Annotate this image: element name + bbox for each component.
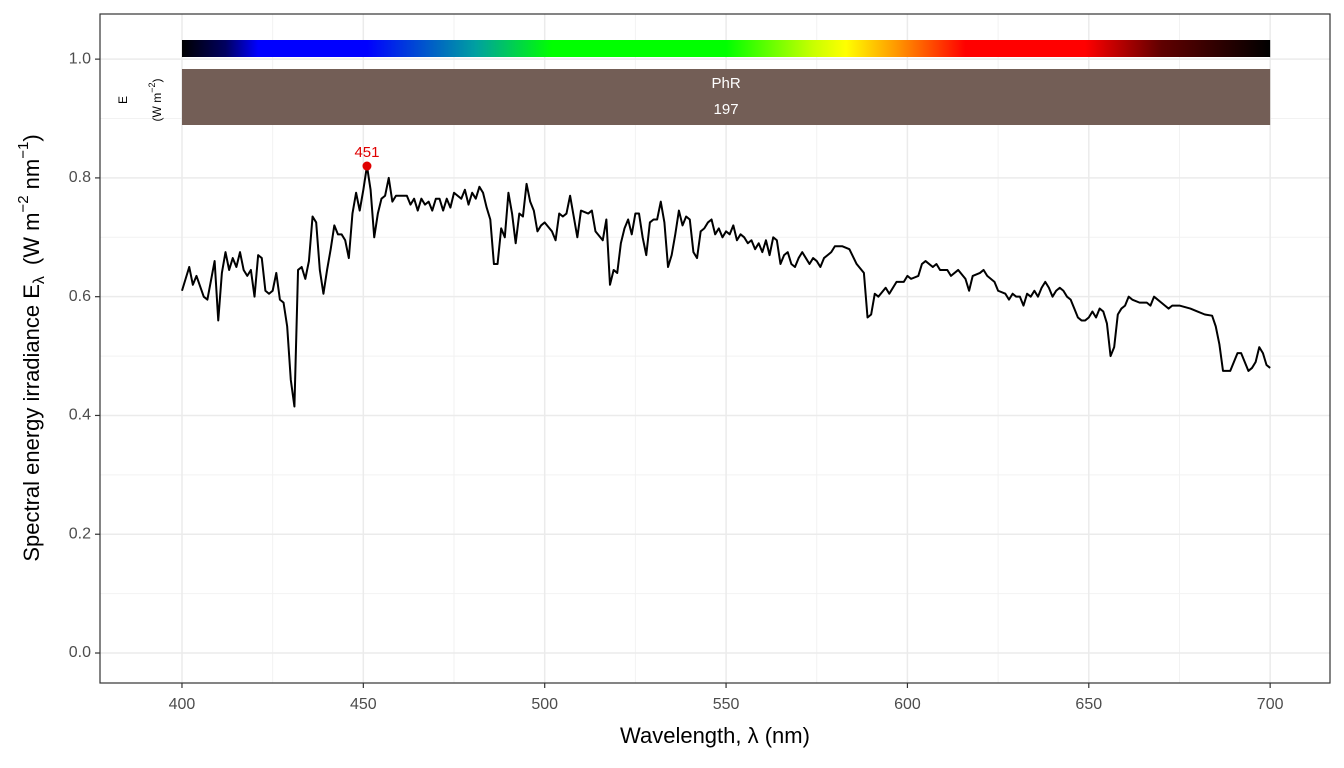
x-tick-label: 450 [350,696,377,713]
peak-point [362,161,372,171]
y-axis-title: Spectral energy irradiance Eλ (W m−2 nm−… [15,134,48,561]
band-unit-part: ) [150,79,164,83]
y-tick-label: 0.6 [69,288,91,305]
x-tick-label: 550 [713,696,740,713]
y-title-gap [19,265,44,276]
band-quantity: E [116,96,130,104]
axes: 400 450 500 550 600 650 700 0.0 0.2 0.4 0.6 0.8 1.0 [69,50,1284,713]
y-title-unit: (W m [19,213,44,266]
x-tick-label: 500 [531,696,558,713]
spectrum-line [181,165,1271,408]
x-axis-title: Wavelength, λ (nm) [620,723,810,748]
x-tick-label: 400 [169,696,196,713]
y-title-sup: −2 [15,195,32,212]
band-label: PhR [711,75,740,92]
y-tick-label: 1.0 [69,50,91,67]
plot: 451 [181,144,1271,408]
band-unit: (W m−2) [147,79,164,122]
y-tick-label: 0.0 [69,644,91,661]
x-tick-label: 700 [1257,696,1284,713]
y-tick-label: 0.2 [69,525,91,542]
band-unit-sup: −2 [147,83,157,93]
panel-border [99,13,1331,684]
y-title-unit: nm [19,159,44,196]
y-tick-label: 0.8 [69,169,91,186]
x-tick-label: 650 [1075,696,1102,713]
band-rect [181,69,1271,125]
panel [100,14,1330,683]
y-tick-label: 0.4 [69,407,91,424]
y-title-main: Spectral energy irradiance E [19,284,44,562]
y-title-sub: λ [31,276,48,284]
y-title-sup: −1 [15,142,32,159]
band-value: 197 [714,101,739,118]
x-tick-label: 600 [894,696,921,713]
band-unit-part: (W m [150,93,164,122]
band: PhR 197 E (W m−2) [116,40,1271,125]
y-title-unit: ) [19,134,44,141]
peak-label: 451 [354,144,379,161]
wavelength-color-bar [181,40,1271,57]
